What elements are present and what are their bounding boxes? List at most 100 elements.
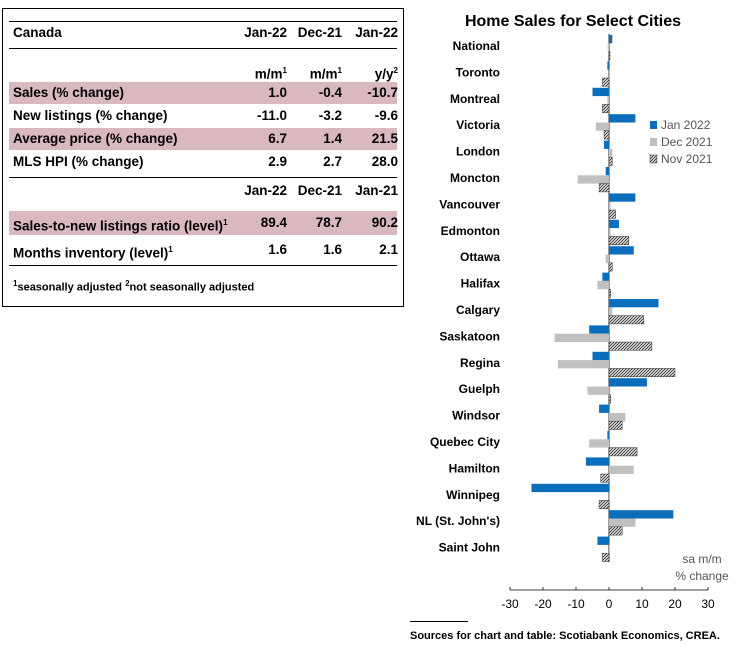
x-tick-label: 10	[635, 597, 649, 611]
bar-nov-2021	[608, 288, 611, 298]
legend-swatch	[649, 154, 658, 164]
bar-dec-2021	[609, 307, 613, 316]
category-label: National	[453, 39, 500, 53]
bar-nov-2021	[608, 526, 623, 536]
bar-dec-2021	[609, 148, 613, 158]
bar-jan-2022	[592, 351, 609, 361]
table-row-value: 78.7	[315, 215, 342, 230]
table-header-row-value: Jan-22	[355, 25, 398, 40]
footnote-text: seasonally adjusted	[17, 281, 126, 294]
table-row-label: Sales-to-new listings ratio (level)1	[13, 218, 228, 234]
bar-nov-2021	[608, 51, 611, 61]
table-row: MLS HPI (% change) 2.9 2.7 28.0	[9, 151, 398, 173]
table-header-row-value: Jan-22	[244, 25, 287, 40]
bar-dec-2021	[607, 43, 609, 52]
x-tick-label: -30	[501, 597, 519, 611]
table-row-value: 21.5	[371, 131, 398, 146]
table-row-value: 6.7	[268, 131, 287, 146]
table-row: New listings (% change) -11.0 -3.2 -9.6	[9, 105, 398, 127]
bar-nov-2021	[598, 500, 610, 509]
bar-dec-2021	[609, 228, 611, 237]
sources-note: Sources for chart and table: Scotiabank …	[410, 630, 720, 642]
bar-jan-2022	[609, 193, 636, 202]
legend-swatch	[650, 121, 657, 129]
table-row-value: -9.6	[374, 108, 398, 123]
table-row-label: Months inventory (level)1	[13, 245, 173, 261]
bar-jan-2022	[604, 140, 609, 149]
footnote-text: not seasonally adjusted	[129, 281, 255, 294]
bar-nov-2021	[600, 473, 610, 483]
table-row-label-sup: 1	[168, 245, 173, 254]
table-header-rule	[9, 48, 397, 49]
x-tick-label: -20	[534, 597, 552, 611]
bar-dec-2021	[607, 96, 609, 105]
bar-dec-2021	[609, 412, 626, 422]
bar-jan-2022	[592, 87, 609, 97]
bar-nov-2021	[608, 262, 613, 272]
category-label: Quebec City	[430, 435, 500, 449]
category-label: Regina	[460, 356, 500, 370]
category-label: Guelph	[459, 382, 500, 396]
category-label: Calgary	[456, 303, 500, 317]
table-row-value: 2.7	[323, 154, 342, 169]
bar-dec-2021	[557, 360, 609, 369]
bar-dec-2021	[609, 492, 610, 501]
category-label: Toronto	[456, 65, 500, 79]
table-row-label: MLS HPI (% change)	[13, 154, 144, 169]
table-row-value: -3.2	[318, 108, 342, 123]
bar-jan-2022	[609, 219, 619, 229]
table-header-row-2-value: Jan-22	[244, 183, 287, 198]
category-label: Victoria	[456, 118, 500, 132]
table-row-value: -11.0	[256, 108, 287, 123]
table-mid-rule	[9, 177, 397, 178]
category-label: Hamilton	[449, 461, 500, 475]
table-header-row-2: Jan-22 Dec-21 Jan-21	[9, 179, 398, 203]
table-row-label-sup: 1	[223, 218, 228, 227]
legend-label: Jan 2022	[661, 118, 711, 132]
summary-table: Canada Jan-22 Dec-21 Jan-22 m/m1 m/m1 y/y2 Sale…	[2, 8, 404, 307]
bar-nov-2021	[608, 447, 638, 457]
category-label: Saint John	[439, 541, 500, 555]
bar-nov-2021	[608, 209, 616, 219]
table-row-value: 2.9	[268, 154, 287, 169]
category-label: NL (St. John's)	[416, 514, 500, 528]
bar-dec-2021	[597, 280, 609, 290]
table-row-value: 28.0	[371, 154, 398, 169]
legend-label: Nov 2021	[661, 152, 713, 166]
sources-rule	[410, 621, 468, 622]
bar-nov-2021	[608, 156, 613, 166]
bar-jan-2022	[602, 272, 609, 281]
category-label: Halifax	[461, 277, 501, 291]
bar-jan-2022	[605, 167, 609, 176]
table-row: Average price (% change) 6.7 1.4 21.5	[9, 128, 398, 150]
category-label: Saskatoon	[439, 329, 500, 343]
table-footnote: 1seasonally adjusted 2not seasonally adj…	[13, 279, 254, 294]
table-header-row-value: Dec-21	[297, 25, 342, 40]
units-row: m/m1 m/m1 y/y2	[9, 61, 398, 82]
table-row-value: 90.2	[371, 215, 398, 230]
bar-jan-2022	[609, 299, 659, 308]
category-label: London	[456, 145, 500, 159]
bar-nov-2021	[602, 104, 610, 113]
x-tick-label: 20	[668, 597, 682, 611]
category-label: Ottawa	[460, 250, 500, 264]
bar-nov-2021	[608, 420, 623, 430]
bar-nov-2021	[608, 368, 676, 377]
bar-jan-2022	[585, 457, 609, 466]
table-row: Sales (% change) 1.0 -0.4 -10.7	[9, 82, 398, 104]
table-row-value: 1.4	[323, 131, 342, 146]
table-row-value: 1.6	[268, 242, 287, 257]
table-row: Months inventory (level)1 1.6 1.6 2.1	[9, 238, 398, 262]
bar-dec-2021	[577, 175, 609, 184]
legend-label: Dec 2021	[661, 135, 713, 149]
x-tick-label: 0	[606, 597, 613, 611]
bar-jan-2022	[531, 483, 609, 493]
table-row-label: Average price (% change)	[13, 131, 178, 146]
table-row-value: 89.4	[260, 215, 287, 230]
x-tick-label: -10	[567, 597, 585, 611]
table-header-row-2-value: Dec-21	[297, 183, 342, 198]
bar-jan-2022	[609, 378, 647, 387]
category-label: Vancouver	[439, 197, 500, 211]
footnote-sup: 1	[13, 279, 18, 288]
unit-label: y/y2	[374, 66, 398, 82]
